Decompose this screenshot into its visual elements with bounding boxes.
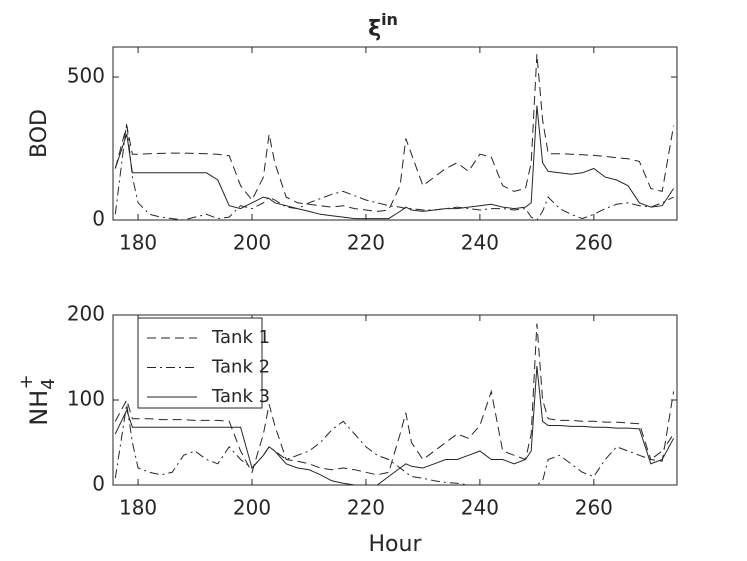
ylabel-sup: + [16,374,37,389]
y-tick-label: 0 [92,472,105,496]
x-tick-label: 240 [461,496,499,520]
y-axis-label: BOD [27,109,52,158]
y-axis-label: NH4+ [16,374,59,426]
legend-label: Tank 2 [211,357,270,378]
series-line [114,105,675,220]
x-tick-label: 260 [575,231,613,255]
x-tick-label: 220 [347,231,385,255]
title-base: ξ [368,17,381,42]
legend-box [137,317,263,409]
x-tick-label: 180 [119,231,157,255]
y-tick-label: 200 [67,302,105,326]
ylabel-sub: 4 [38,378,59,389]
x-tick-label: 200 [233,231,271,255]
series-line [114,365,675,485]
y-tick-label: 100 [67,387,105,411]
x-tick-label: 180 [119,496,157,520]
x-tick-label: 220 [347,496,385,520]
series-line [114,323,675,476]
x-tick-label: 200 [233,496,271,520]
x-tick-label: 260 [575,496,613,520]
series-line [114,122,674,220]
ylabel-text: NH [25,390,53,426]
series-line [114,54,675,212]
x-axis-label: Hour [369,532,423,557]
y-tick-label: 500 [67,64,105,88]
chart-title: ξin [368,10,398,43]
y-tick-label: 0 [92,207,105,231]
legend-label: Tank 1 [211,327,270,348]
x-tick-label: 240 [461,231,499,255]
axes-box [112,46,678,221]
legend-label: Tank 3 [211,386,270,407]
title-sup: in [381,10,398,29]
series-line [114,404,675,485]
